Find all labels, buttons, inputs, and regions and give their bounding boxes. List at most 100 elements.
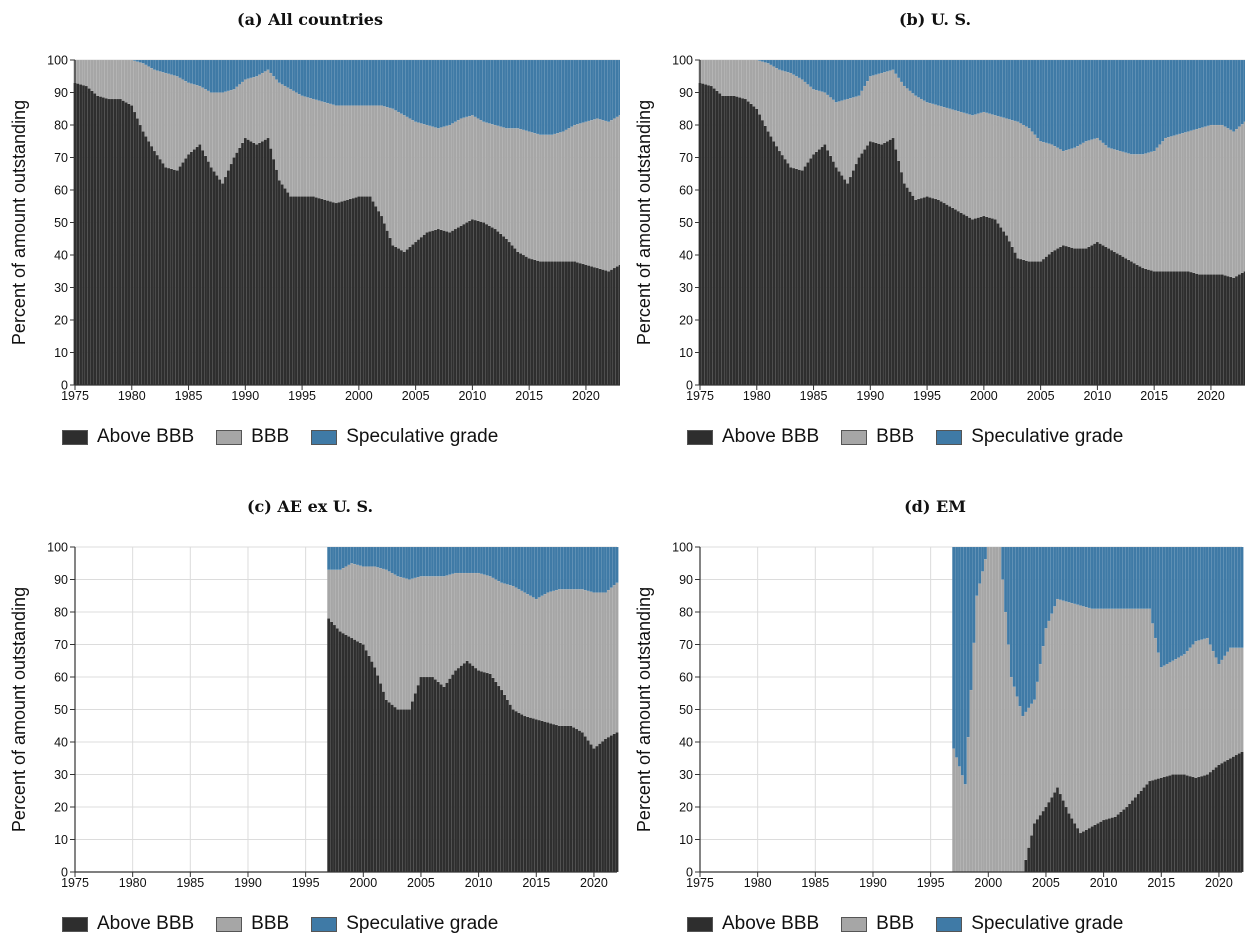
bar-bbb	[430, 576, 435, 678]
bar-above-bbb	[1211, 769, 1215, 873]
bar-speculative-grade	[1168, 546, 1172, 663]
bar-speculative-grade	[286, 59, 290, 88]
bar-above-bbb	[1194, 777, 1198, 873]
bar-bbb	[255, 76, 259, 145]
y-tick-label: 10	[54, 833, 68, 847]
bar-bbb	[1211, 650, 1215, 770]
bar-above-bbb	[1189, 271, 1193, 386]
bar-bbb	[986, 546, 990, 873]
bar-speculative-grade	[335, 546, 339, 570]
bar-above-bbb	[404, 709, 409, 873]
bar-above-bbb	[609, 269, 614, 386]
bar-above-bbb	[783, 158, 787, 386]
bar-speculative-grade	[911, 59, 915, 94]
bar-above-bbb	[476, 220, 480, 386]
bar-speculative-grade	[379, 59, 384, 106]
x-tick-label: 1975	[686, 389, 714, 403]
bar-bbb	[358, 565, 363, 644]
bar-speculative-grade	[792, 59, 796, 75]
bar-bbb	[939, 106, 943, 202]
bar-above-bbb	[894, 149, 898, 386]
bar-speculative-grade	[590, 59, 594, 121]
bar-bbb	[152, 69, 157, 152]
bar-speculative-grade	[1009, 546, 1013, 678]
series-above-bbb	[1024, 751, 1244, 873]
bar-speculative-grade	[1019, 59, 1023, 124]
bar-above-bbb	[456, 667, 461, 873]
bar-speculative-grade	[1067, 546, 1071, 603]
bar-bbb	[1107, 608, 1111, 819]
bar-bbb	[291, 90, 296, 197]
bar-above-bbb	[527, 258, 531, 386]
bar-speculative-grade	[592, 546, 596, 593]
bar-speculative-grade	[425, 59, 429, 126]
bar-speculative-grade	[442, 59, 446, 127]
bar-speculative-grade	[1073, 546, 1077, 605]
bar-above-bbb	[277, 180, 281, 386]
bar-speculative-grade	[314, 59, 318, 100]
bar-bbb	[1058, 599, 1062, 795]
panel-us: (b) U. S. 0 10 20 30 40 50 60 70 80 90 100 1975 1980…	[625, 0, 1245, 465]
bar-above-bbb	[1152, 271, 1156, 386]
bar-bbb	[721, 59, 725, 96]
bar-bbb	[564, 129, 568, 262]
bar-above-bbb	[334, 202, 338, 386]
bar-above-bbb	[584, 264, 588, 386]
bar-bbb	[223, 91, 228, 178]
bar-bbb	[98, 59, 103, 97]
bar-above-bbb	[407, 709, 412, 873]
bar-speculative-grade	[1087, 546, 1091, 609]
bar-bbb	[479, 119, 483, 222]
bar-speculative-grade	[1243, 59, 1245, 122]
bar-speculative-grade	[201, 59, 205, 88]
bar-above-bbb	[387, 702, 391, 873]
bar-bbb	[1016, 121, 1020, 259]
bar-bbb	[919, 98, 923, 199]
bar-above-bbb	[1036, 261, 1040, 386]
bar-speculative-grade	[388, 59, 392, 109]
bar-bbb	[1232, 131, 1236, 278]
y-tick-label: 20	[679, 801, 693, 815]
bar-bbb	[1195, 128, 1199, 274]
bar-above-bbb	[1104, 246, 1108, 386]
bar-speculative-grade	[255, 59, 259, 77]
bar-bbb	[595, 118, 599, 269]
bar-above-bbb	[201, 150, 205, 386]
bar-above-bbb	[482, 222, 486, 386]
bar-bbb	[1141, 154, 1145, 269]
bar-speculative-grade	[1098, 59, 1102, 141]
bar-bbb	[823, 92, 827, 145]
bar-above-bbb	[1163, 271, 1168, 386]
bar-bbb	[1033, 134, 1037, 262]
bar-above-bbb	[326, 200, 330, 386]
bar-above-bbb	[1116, 814, 1120, 873]
bar-bbb	[1225, 651, 1230, 761]
y-tick-label: 20	[679, 314, 693, 328]
bar-above-bbb	[218, 179, 222, 386]
bar-above-bbb	[235, 152, 239, 386]
bar-above-bbb	[738, 97, 742, 386]
bar-speculative-grade	[1155, 59, 1159, 148]
legend-item-bbb: BBB	[216, 913, 289, 935]
bar-bbb	[775, 67, 779, 147]
bar-above-bbb	[1024, 859, 1028, 873]
bar-bbb	[269, 72, 273, 149]
bar-bbb	[507, 128, 511, 243]
bar-speculative-grade	[345, 59, 350, 106]
legend-label-bbb: BBB	[251, 913, 290, 934]
bar-above-bbb	[422, 676, 426, 873]
bar-bbb	[462, 117, 466, 225]
bar-speculative-grade	[178, 59, 182, 79]
bar-speculative-grade	[430, 546, 435, 577]
bar-speculative-grade	[399, 59, 404, 114]
bar-speculative-grade	[402, 59, 406, 116]
bar-bbb	[1019, 123, 1023, 260]
bar-speculative-grade	[592, 59, 597, 120]
bar-bbb	[538, 134, 543, 262]
bar-above-bbb	[723, 95, 728, 386]
bar-bbb	[540, 595, 544, 722]
bar-speculative-grade	[379, 546, 383, 569]
bar-above-bbb	[1155, 271, 1159, 386]
bar-speculative-grade	[422, 59, 426, 125]
bar-speculative-grade	[291, 59, 296, 92]
